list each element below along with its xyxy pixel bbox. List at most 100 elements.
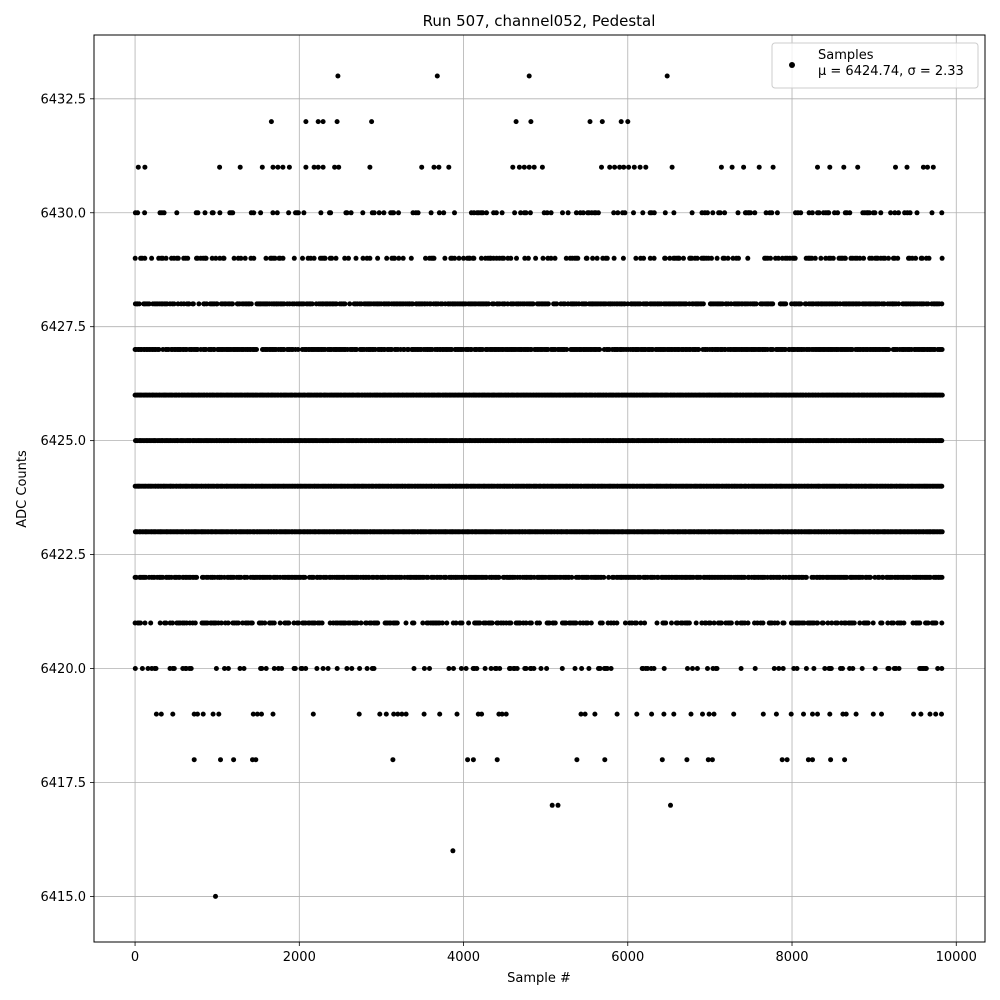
data-point [148, 620, 154, 626]
data-point [626, 164, 632, 170]
data-point [918, 711, 924, 717]
data-point [803, 574, 809, 580]
data-point [314, 666, 320, 671]
data-point [270, 164, 276, 170]
data-point [527, 210, 533, 216]
data-point [157, 620, 163, 626]
data-point [213, 666, 219, 671]
y-tick-label: 6415.0 [41, 890, 87, 905]
data-point [842, 757, 848, 763]
data-point [328, 210, 334, 216]
data-point [792, 255, 798, 261]
data-point [346, 255, 351, 261]
data-point [482, 666, 488, 671]
data-point [780, 666, 786, 671]
data-point [371, 666, 377, 671]
data-point [879, 711, 884, 717]
data-point [348, 210, 354, 216]
data-point [668, 802, 673, 808]
data-point [531, 164, 537, 170]
data-point [499, 210, 505, 216]
data-point [230, 210, 236, 216]
data-point [552, 255, 558, 261]
data-point [286, 210, 292, 216]
data-point [451, 666, 456, 671]
data-point [217, 164, 223, 170]
data-point [850, 666, 856, 671]
data-point [784, 757, 790, 763]
x-tick-label: 8000 [775, 950, 808, 965]
data-point [251, 210, 257, 216]
data-point [843, 711, 849, 717]
data-point [752, 210, 758, 216]
x-tick-label: 4000 [447, 950, 480, 965]
data-point [375, 620, 381, 626]
data-point [497, 666, 503, 671]
data-point [663, 620, 669, 626]
data-point [738, 666, 744, 671]
data-point [694, 255, 700, 261]
data-point [442, 255, 448, 261]
data-point [788, 711, 794, 717]
y-tick-label: 6425.0 [41, 434, 87, 449]
data-point [775, 620, 781, 626]
data-point [436, 210, 442, 216]
data-point [431, 164, 437, 170]
x-tick-label: 10000 [936, 950, 977, 965]
data-point [779, 757, 785, 763]
data-point [760, 620, 766, 626]
data-point [595, 210, 601, 216]
data-point [259, 164, 265, 170]
data-point [436, 164, 442, 170]
data-point [191, 757, 197, 763]
data-point [508, 620, 514, 626]
data-point [907, 210, 913, 216]
data-point [835, 210, 841, 216]
data-point [669, 620, 674, 626]
data-point [403, 620, 409, 626]
data-point [569, 574, 575, 580]
data-point [251, 255, 257, 261]
data-point [579, 666, 585, 671]
data-point [741, 164, 747, 170]
data-point [479, 711, 485, 717]
data-point [421, 666, 427, 671]
data-point [736, 255, 741, 261]
data-point [320, 164, 326, 170]
data-point [452, 210, 457, 216]
data-points [132, 73, 945, 899]
data-point [820, 620, 826, 626]
data-point [662, 255, 668, 261]
data-point [637, 164, 643, 170]
data-point [642, 620, 648, 626]
data-point [867, 574, 873, 580]
data-point [810, 757, 815, 763]
data-point [196, 301, 202, 307]
data-point [376, 210, 382, 216]
data-point [748, 210, 753, 216]
data-point [466, 620, 472, 626]
data-point [574, 757, 580, 763]
data-point [474, 666, 480, 671]
data-point [731, 711, 737, 717]
data-point [286, 164, 292, 170]
data-point [631, 210, 636, 216]
data-point [342, 301, 348, 307]
data-point [138, 620, 143, 626]
data-point [300, 255, 305, 261]
x-tick-label: 0 [131, 950, 139, 965]
data-point [225, 666, 231, 671]
data-point [718, 164, 724, 170]
data-point [776, 666, 782, 671]
data-point [640, 210, 646, 216]
data-point [439, 620, 445, 626]
data-point [923, 666, 929, 671]
y-tick-label: 6417.5 [41, 776, 87, 791]
data-point [218, 757, 223, 763]
data-point [681, 255, 686, 261]
data-point [270, 210, 276, 216]
data-point [400, 255, 406, 261]
data-point [470, 757, 476, 763]
data-point [545, 301, 551, 307]
data-point [510, 164, 516, 170]
